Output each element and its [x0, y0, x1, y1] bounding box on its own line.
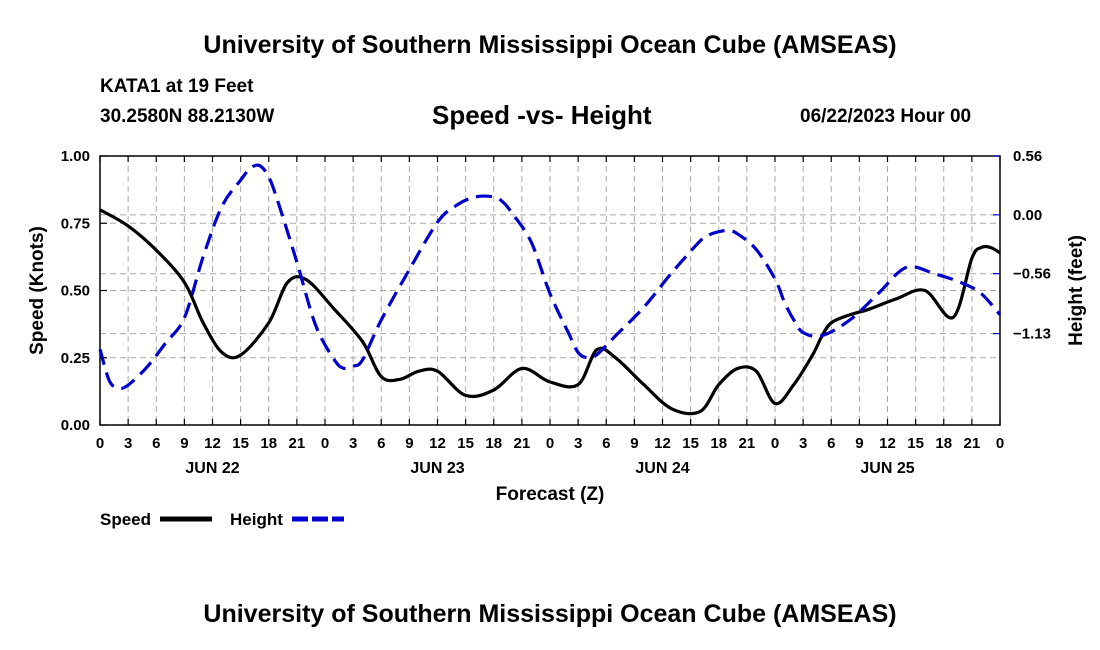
station-label: KATA1 at 19 Feet: [100, 76, 254, 97]
page-title-bottom: University of Southern Mississippi Ocean…: [203, 600, 897, 628]
x-tick-label: 21: [964, 435, 981, 452]
x-tick-label: 9: [855, 435, 863, 452]
station-coordinates: 30.2580N 88.2130W: [100, 106, 275, 127]
x-tick-label: 3: [799, 435, 807, 452]
y2-tick-label: 0.56: [1013, 148, 1042, 165]
x-tick-label: 15: [907, 435, 924, 452]
x-tick-label: 6: [377, 435, 385, 452]
x-tick-label: 21: [739, 435, 756, 452]
x-tick-label: 6: [602, 435, 610, 452]
x-tick-label: 6: [827, 435, 835, 452]
x-tick-label: 3: [124, 435, 132, 452]
x-date-label: JUN 24: [635, 460, 689, 477]
y-tick-label: 0.50: [61, 283, 90, 300]
x-tick-label: 9: [630, 435, 638, 452]
x-tick-label: 21: [289, 435, 306, 452]
y2-axis-title: Height (feet): [1066, 235, 1087, 346]
speed-series-line: [99, 208, 1001, 416]
x-tick-label: 18: [710, 435, 727, 452]
x-tick-label: 0: [996, 435, 1004, 452]
y-tick-label: 0.00: [61, 417, 90, 434]
x-tick-label: 12: [204, 435, 221, 452]
x-tick-label: 18: [260, 435, 277, 452]
height-series-line: [98, 163, 1002, 391]
x-tick-label: 0: [546, 435, 554, 452]
y2-tick-label: −1.13: [1013, 326, 1051, 343]
x-tick-label: 12: [879, 435, 896, 452]
chart-title: Speed -vs- Height: [432, 100, 652, 130]
x-tick-label: 15: [682, 435, 699, 452]
x-tick-label: 0: [321, 435, 329, 452]
x-tick-label: 0: [96, 435, 104, 452]
legend-label: Speed: [100, 510, 151, 529]
y-tick-label: 0.25: [61, 350, 90, 367]
y-tick-label: 0.75: [61, 215, 90, 232]
x-tick-label: 15: [457, 435, 474, 452]
y2-tick-label: −0.56: [1013, 266, 1051, 283]
speed-height-chart: 0 3 6 9 12 15 18 21 0 3 6 9 12 15 18 21 0 3 6 9 12 15 18 21 0 3 6 9…: [27, 148, 1087, 529]
x-tick-label: 18: [485, 435, 502, 452]
x-tick-label: 3: [574, 435, 582, 452]
x-tick-label: 12: [429, 435, 446, 452]
x-tick-label: 3: [349, 435, 357, 452]
y-axis-title: Speed (Knots): [27, 226, 48, 355]
page-title-top: University of Southern Mississippi Ocean…: [203, 31, 897, 59]
x-tick-label: 21: [514, 435, 531, 452]
x-date-label: JUN 23: [410, 460, 464, 477]
forecast-run-time: 06/22/2023 Hour 00: [800, 106, 972, 127]
x-tick-label: 18: [935, 435, 952, 452]
legend-label: Height: [230, 510, 283, 529]
x-tick-label: 15: [232, 435, 249, 452]
x-tick-label: 6: [152, 435, 160, 452]
x-date-label: JUN 22: [185, 460, 239, 477]
x-date-label: JUN 25: [860, 460, 914, 477]
x-axis-title: Forecast (Z): [496, 484, 605, 505]
x-tick-label: 12: [654, 435, 671, 452]
y-tick-label: 1.00: [61, 148, 90, 165]
x-tick-label: 9: [405, 435, 413, 452]
x-tick-label: 9: [180, 435, 188, 452]
y2-tick-label: 0.00: [1013, 207, 1042, 224]
x-tick-label: 0: [771, 435, 779, 452]
